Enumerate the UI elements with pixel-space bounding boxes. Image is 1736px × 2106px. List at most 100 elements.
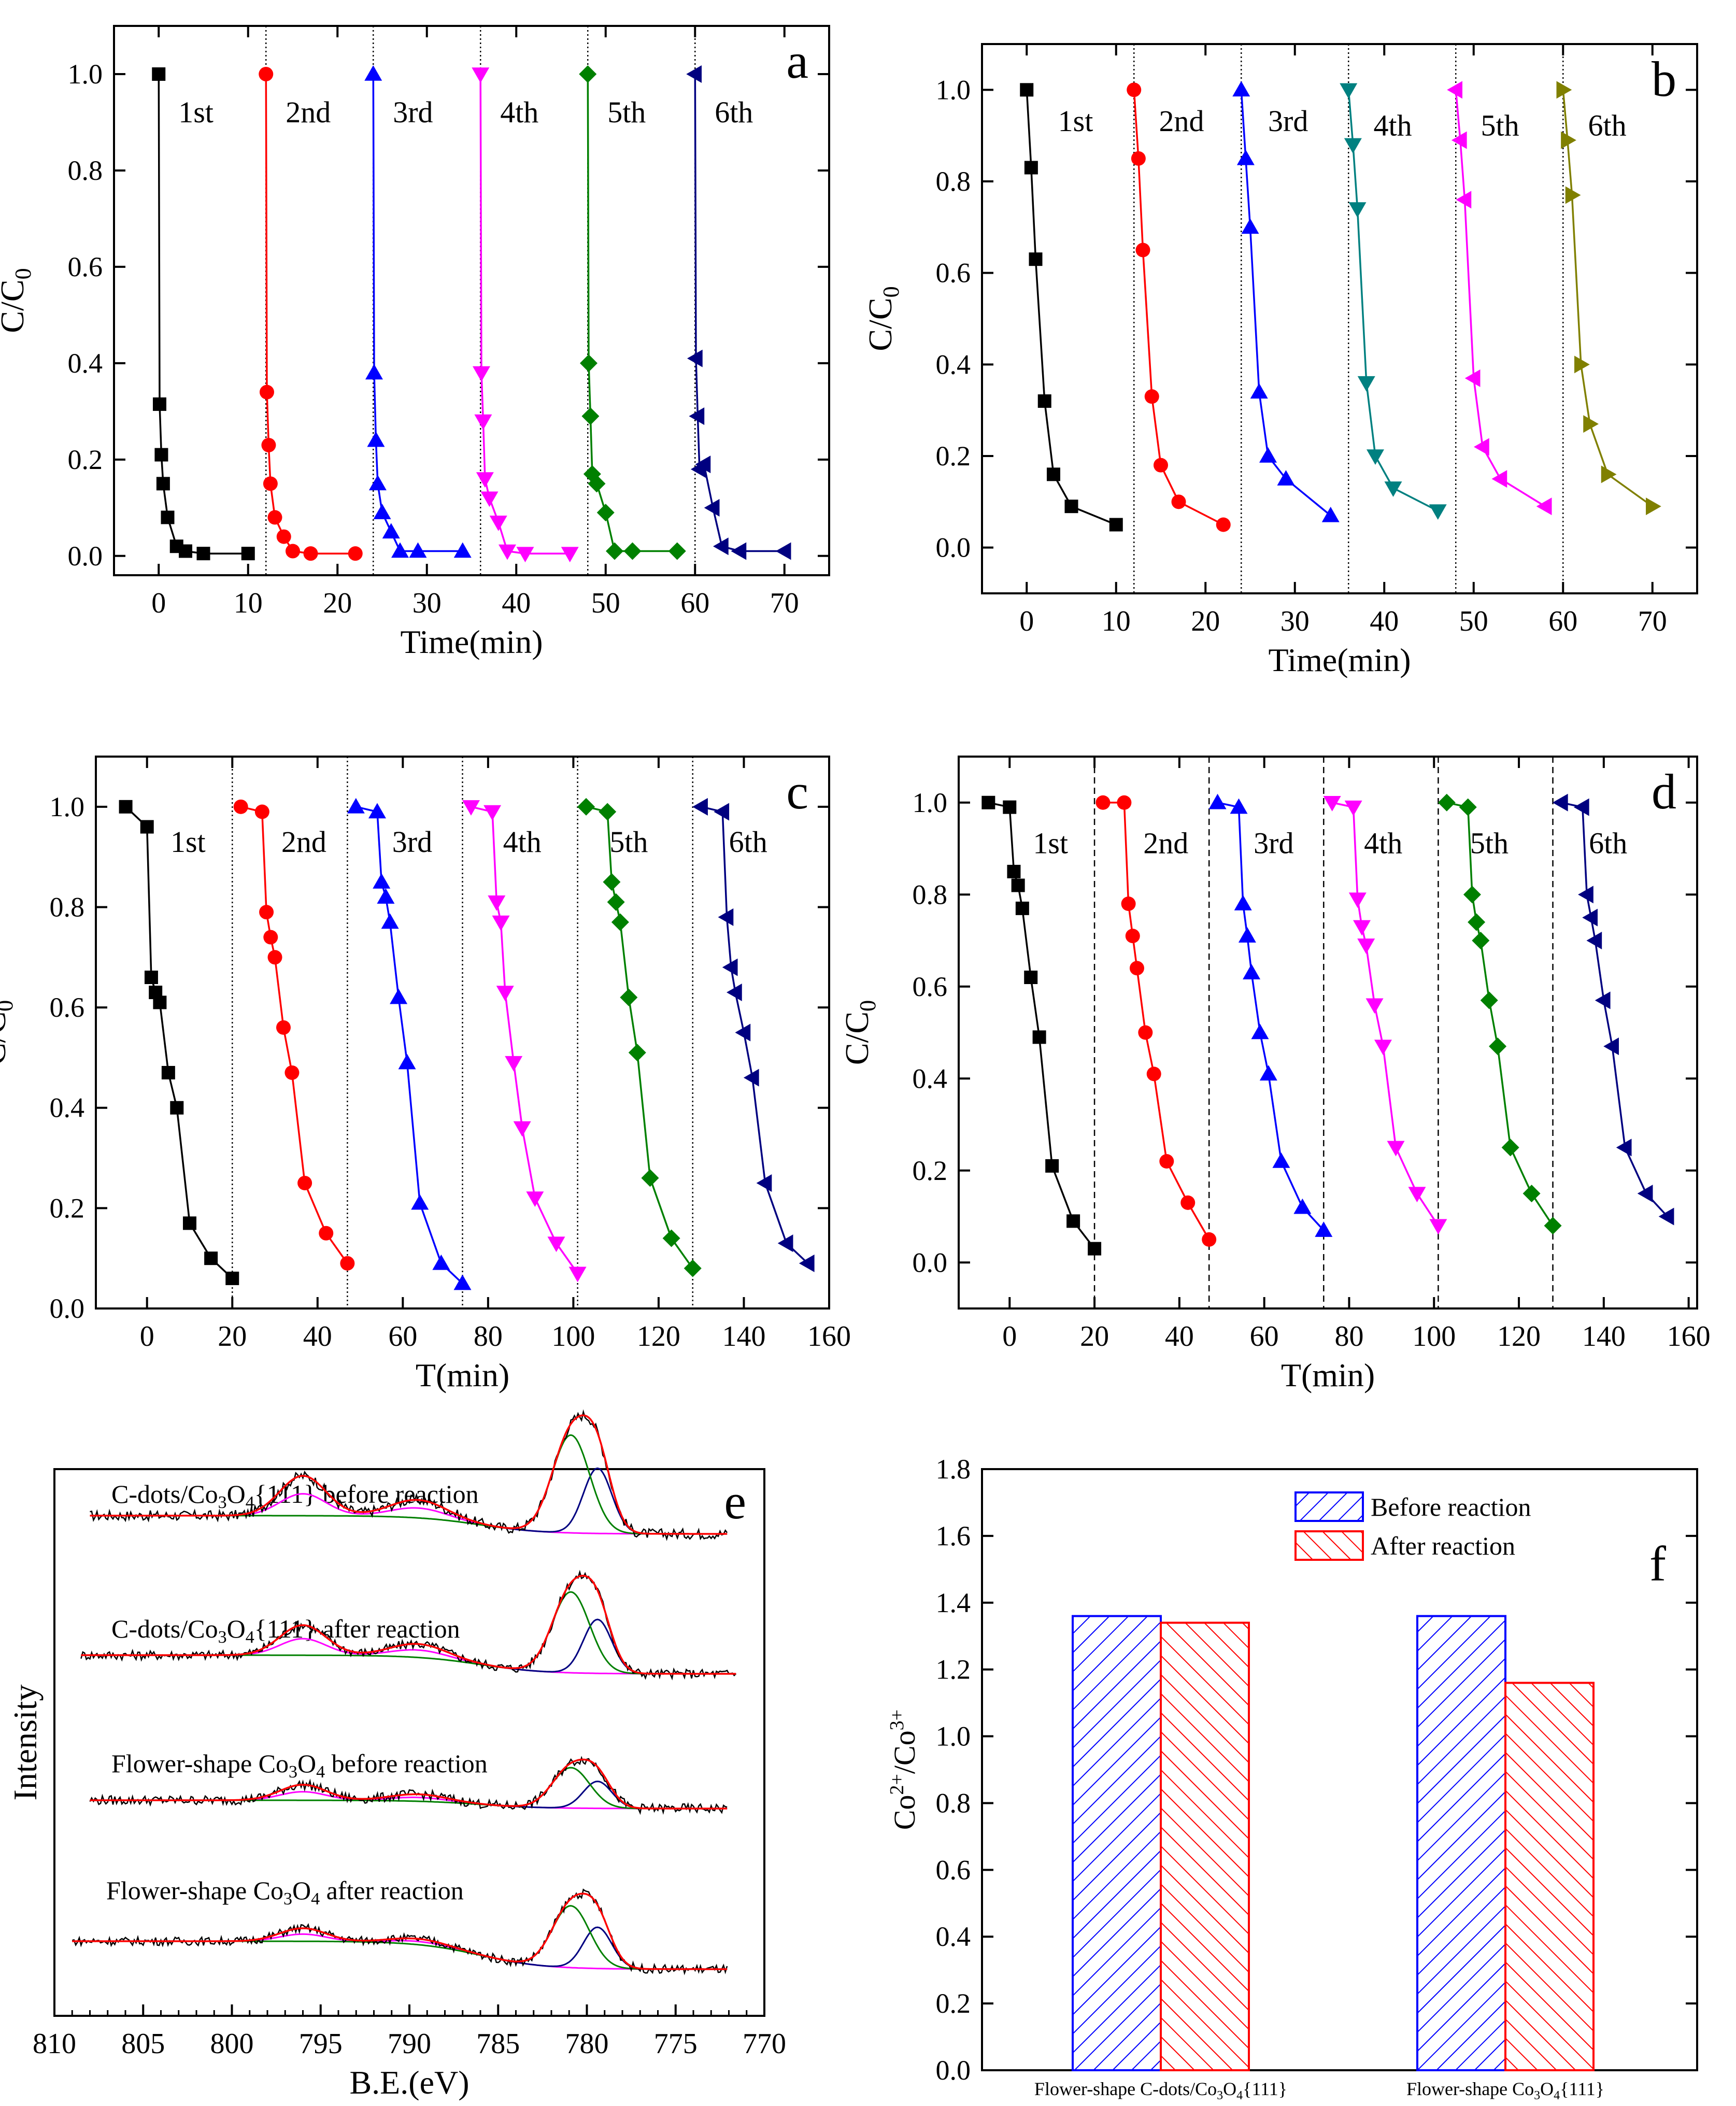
data-point-6th — [775, 542, 791, 560]
data-point-6th — [1603, 1037, 1619, 1056]
data-point-2nd — [297, 1175, 312, 1190]
data-point-4th — [1353, 920, 1371, 936]
run-label: 3rd — [392, 825, 432, 859]
series-line-6th — [694, 74, 785, 552]
x-tick-label: 785 — [476, 2028, 520, 2060]
x-tick-label: 0 — [1002, 1320, 1017, 1353]
data-point-6th — [686, 65, 702, 83]
data-point-5th — [596, 504, 615, 522]
y-tick-label: 1.0 — [50, 791, 85, 822]
data-point-6th — [735, 1023, 751, 1042]
data-point-5th — [628, 1044, 646, 1062]
data-point-6th — [731, 542, 747, 560]
data-point-2nd — [1135, 243, 1150, 258]
data-point-1st — [1109, 518, 1123, 532]
bar-after-reaction — [1160, 1621, 1250, 2071]
data-point-3rd — [1259, 1065, 1277, 1081]
run-label: 6th — [715, 95, 753, 129]
data-point-1st — [1007, 864, 1021, 878]
run-label: 3rd — [1268, 104, 1308, 138]
data-point-4th — [1408, 1187, 1426, 1203]
x-tick-label: 800 — [210, 2028, 254, 2060]
series-line-1st — [158, 74, 248, 554]
series-line-1st — [125, 806, 233, 1279]
y-tick-label: 0.6 — [913, 971, 948, 1002]
data-point-4th — [1357, 376, 1375, 392]
y-tick-label: 1.0 — [68, 59, 103, 90]
data-point-1st — [1029, 252, 1043, 266]
data-point-2nd — [319, 1226, 334, 1241]
data-point-4th — [1367, 449, 1384, 465]
data-point-4th — [480, 491, 499, 507]
data-point-5th — [1463, 886, 1481, 904]
data-point-5th — [611, 913, 629, 931]
run-label: 4th — [500, 95, 538, 129]
data-point-3rd — [364, 65, 382, 81]
y-tick-label: 1.2 — [936, 1654, 971, 1685]
y-tick-label: 0.0 — [50, 1293, 85, 1324]
data-point-5th — [684, 1259, 702, 1277]
data-point-1st — [981, 795, 995, 809]
data-point-5th — [1464, 369, 1481, 387]
data-point-2nd — [1121, 897, 1136, 911]
data-point-1st — [1015, 901, 1029, 915]
run-label: 5th — [607, 95, 646, 129]
data-point-3rd — [368, 475, 387, 491]
x-tick-label: 80 — [474, 1320, 503, 1353]
x-tick-label: 20 — [1191, 605, 1220, 637]
y-tick-label: 0.0 — [913, 1247, 948, 1278]
data-point-6th — [714, 803, 730, 821]
data-point-3rd — [1315, 1221, 1333, 1237]
data-point-1st — [1020, 83, 1034, 97]
data-point-6th — [1556, 81, 1572, 99]
data-point-6th — [1573, 798, 1589, 816]
data-point-6th — [689, 407, 705, 425]
y-axis-label: C/C0 — [0, 1000, 18, 1065]
series-line-2nd — [1133, 90, 1224, 526]
data-point-1st — [225, 1271, 239, 1285]
data-point-5th — [1459, 798, 1477, 816]
legend-swatch — [1294, 1491, 1364, 1522]
data-point-5th — [1480, 991, 1498, 1009]
series-line-3rd — [355, 806, 463, 1284]
bar-before-reaction — [1416, 1615, 1506, 2072]
data-point-4th — [1387, 1141, 1405, 1157]
data-point-4th — [1323, 796, 1341, 812]
data-point-2nd — [1144, 389, 1159, 404]
data-point-2nd — [1129, 961, 1144, 976]
data-point-5th — [579, 354, 597, 372]
data-point-1st — [156, 477, 170, 491]
x-tick-label: 795 — [299, 2028, 343, 2060]
data-point-5th — [641, 1169, 659, 1187]
data-point-3rd — [382, 523, 400, 539]
data-point-6th — [1565, 186, 1581, 204]
x-tick-label: 20 — [1080, 1320, 1109, 1353]
panel-label: e — [724, 1474, 746, 1529]
x-tick-label: 60 — [1250, 1320, 1279, 1353]
data-point-3rd — [432, 1254, 450, 1270]
data-point-4th — [513, 1121, 531, 1137]
data-point-5th — [1489, 1037, 1507, 1056]
data-point-2nd — [276, 529, 291, 544]
data-point-4th — [488, 895, 506, 911]
x-axis-label: B.E.(eV) — [349, 2064, 469, 2101]
data-point-1st — [1064, 500, 1078, 514]
x-tick-label: 810 — [33, 2028, 76, 2060]
y-tick-label: 0.2 — [936, 1988, 971, 2019]
data-point-4th — [496, 986, 514, 1002]
data-point-5th — [1468, 913, 1486, 931]
run-label: 5th — [1470, 826, 1509, 860]
data-point-3rd — [368, 803, 386, 819]
data-point-6th — [704, 499, 720, 517]
data-point-3rd — [1243, 964, 1261, 979]
data-point-5th — [662, 1229, 680, 1247]
data-point-4th — [1344, 138, 1362, 154]
y-tick-label: 0.2 — [913, 1155, 948, 1186]
data-point-3rd — [1230, 798, 1248, 814]
y-tick-label: 0.4 — [50, 1092, 85, 1123]
data-point-2nd — [1095, 795, 1111, 810]
run-label: 2nd — [1159, 104, 1204, 138]
panel-label: c — [786, 764, 808, 819]
series-line-1st — [1026, 90, 1117, 526]
data-point-3rd — [1259, 447, 1277, 463]
